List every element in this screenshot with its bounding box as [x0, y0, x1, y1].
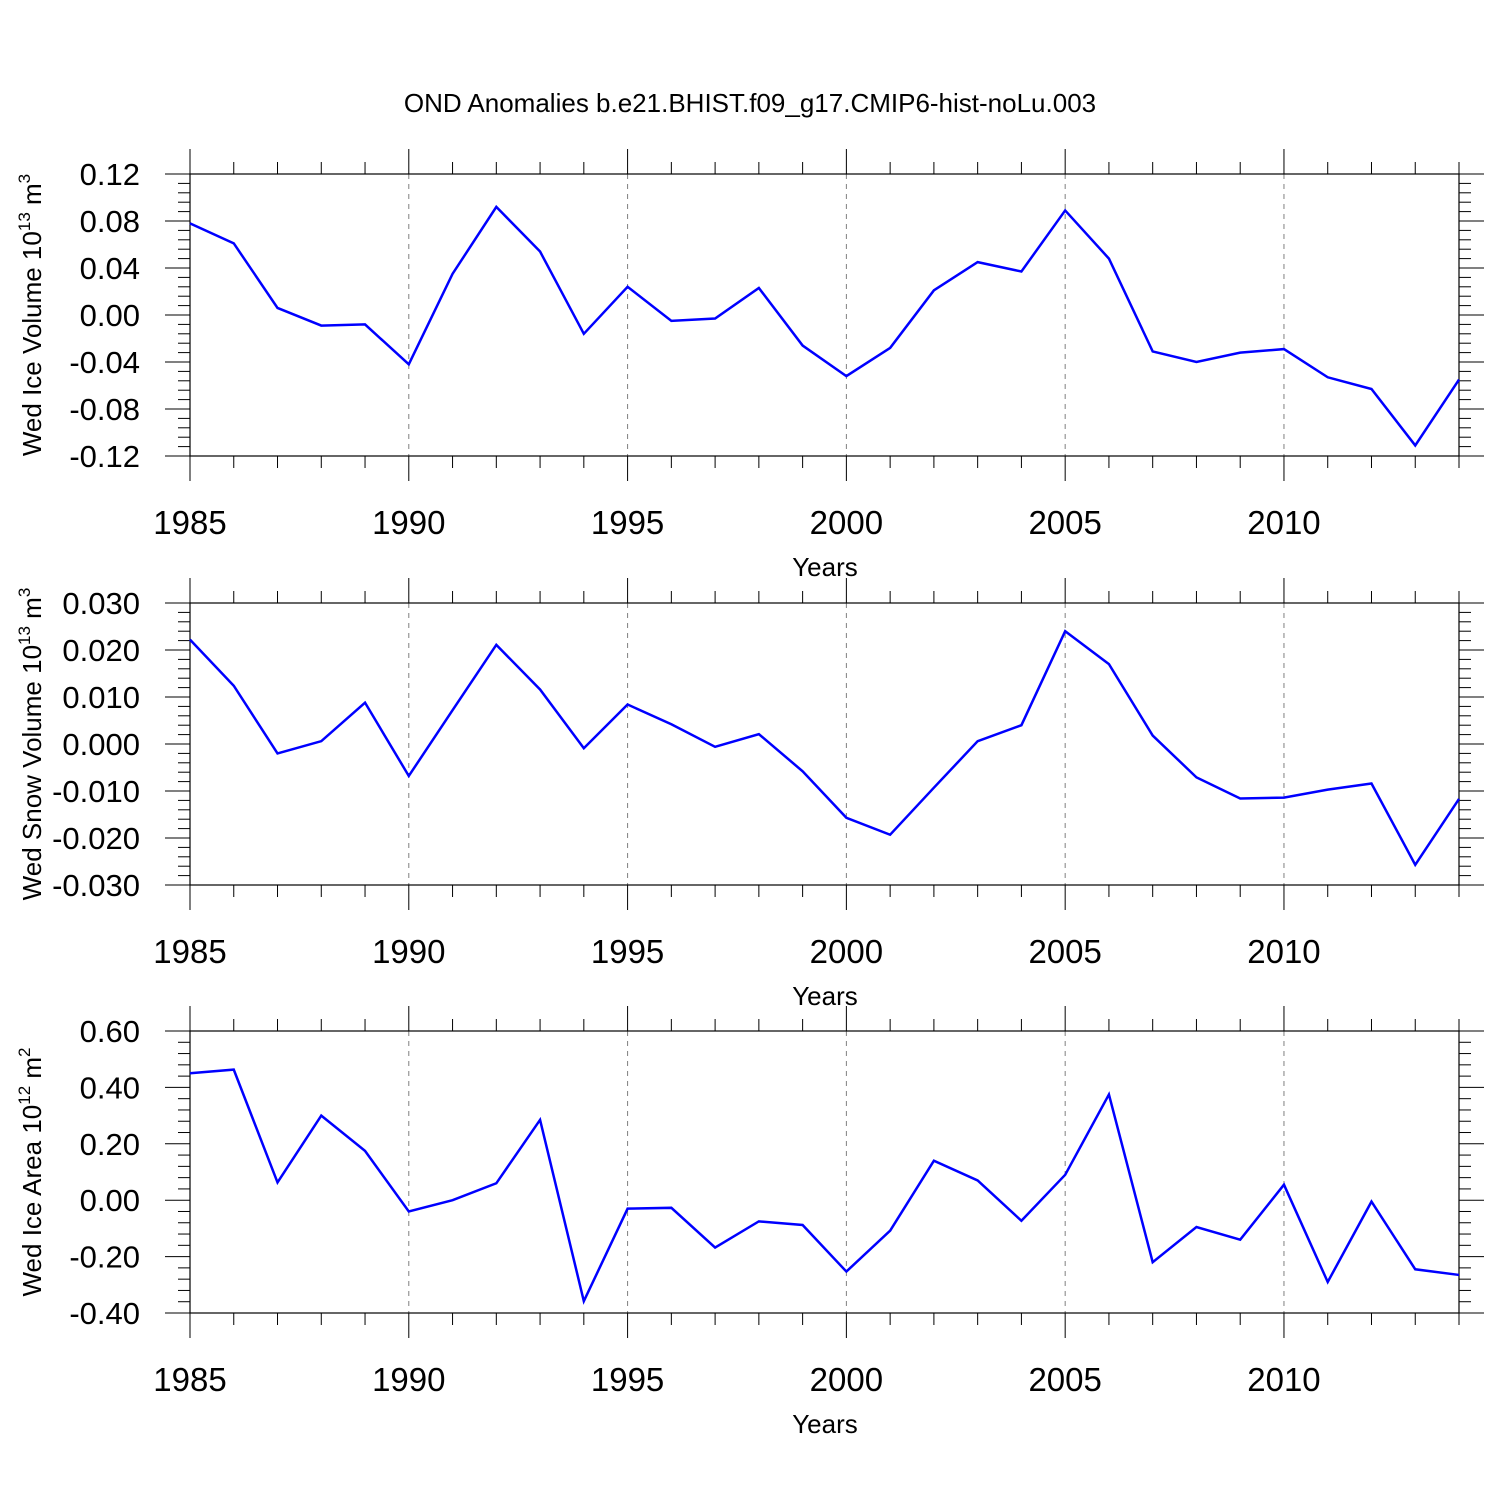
y-axis-label-text: m [17, 597, 47, 626]
y-tick-label: -0.20 [69, 1240, 140, 1275]
y-axis-label-superscript: 13 [15, 626, 34, 645]
plot-frame [189, 602, 1460, 886]
y-axis-label-text: m [17, 1057, 47, 1086]
x-axis-label: Years [792, 1409, 858, 1439]
y-axis-label-superscript: 3 [15, 588, 34, 597]
x-tick-label: 1995 [591, 933, 664, 970]
y-tick-label: 0.20 [80, 1127, 140, 1162]
plot-frame [189, 1030, 1460, 1314]
y-axis-label: Wed Ice Volume 1013 m3 [15, 174, 47, 456]
y-axis-label: Wed Ice Area 1012 m2 [15, 1047, 47, 1296]
x-tick-label: 2000 [810, 504, 883, 541]
y-axis-label-superscript: 12 [15, 1086, 34, 1105]
panels: 0.12 0.08 0.04 0.00 -0.04 -0.08 -0.12 1985 1990 1… [15, 149, 1484, 1439]
y-axis-label-superscript: 3 [15, 174, 34, 183]
x-axis-label: Years [792, 552, 858, 582]
x-tick-label: 2005 [1028, 933, 1101, 970]
series-line-1 [189, 629, 1461, 868]
panel-2: 0.030 0.020 0.010 0.000 -0.010 -0.020 -0.030 19… [15, 578, 1484, 1011]
x-tick-label: 2010 [1247, 504, 1320, 541]
y-axis-label-superscript: 13 [15, 212, 34, 231]
panel-3: 0.60 0.40 0.20 0.00 -0.20 -0.40 1985 1990 1995 20… [15, 1006, 1484, 1439]
x-tick-label: 2000 [810, 933, 883, 970]
y-tick-label: -0.12 [69, 439, 140, 474]
x-tick-label: 2010 [1247, 1361, 1320, 1398]
y-tick-label: -0.04 [69, 345, 140, 380]
y-tick-label: 0.12 [80, 157, 140, 192]
y-tick-label: 0.010 [62, 680, 140, 715]
plot-frame [189, 173, 1460, 457]
x-tick-label: 2000 [810, 1361, 883, 1398]
y-tick-label: -0.010 [52, 774, 140, 809]
y-axis-label-text: Wed Snow Volume 10 [17, 645, 47, 900]
x-tick-label: 1990 [372, 1361, 445, 1398]
y-tick-label: 0.030 [62, 586, 140, 621]
y-tick-label: 0.08 [80, 204, 140, 239]
y-tick-label: 0.000 [62, 727, 140, 762]
y-tick-label: 0.40 [80, 1070, 140, 1105]
x-tick-label: 2005 [1028, 1361, 1101, 1398]
x-tick-label: 1990 [372, 933, 445, 970]
y-tick-label: -0.030 [52, 868, 140, 903]
y-axis-label: Wed Snow Volume 1013 m3 [15, 588, 47, 901]
x-tick-label: 2005 [1028, 504, 1101, 541]
x-tick-label: 1990 [372, 504, 445, 541]
x-tick-label: 1995 [591, 504, 664, 541]
x-tick-label: 1985 [153, 504, 226, 541]
chart-title: OND Anomalies b.e21.BHIST.f09_g17.CMIP6-… [404, 88, 1096, 118]
series-line-1 [189, 1068, 1460, 1305]
y-tick-label: -0.08 [69, 392, 140, 427]
panel-1: 0.12 0.08 0.04 0.00 -0.04 -0.08 -0.12 1985 1990 1… [15, 149, 1484, 582]
y-tick-label: 0.00 [80, 1183, 140, 1218]
x-tick-label: 1995 [591, 1361, 664, 1398]
y-tick-label: 0.020 [62, 633, 140, 668]
y-tick-label: -0.020 [52, 821, 140, 856]
y-tick-label: 0.60 [80, 1014, 140, 1049]
x-tick-label: 1985 [153, 1361, 226, 1398]
y-tick-label: 0.04 [80, 251, 140, 286]
x-axis-label: Years [792, 981, 858, 1011]
series-line-1 [189, 204, 1461, 448]
y-tick-label: -0.40 [69, 1296, 140, 1331]
y-axis-label-text: m [17, 183, 47, 212]
x-tick-label: 1985 [153, 933, 226, 970]
y-axis-label-superscript: 2 [15, 1047, 34, 1056]
y-axis-label-text: Wed Ice Volume 10 [17, 231, 47, 456]
y-tick-label: 0.00 [80, 298, 140, 333]
y-axis-label-text: Wed Ice Area 10 [17, 1105, 47, 1297]
x-tick-label: 2010 [1247, 933, 1320, 970]
